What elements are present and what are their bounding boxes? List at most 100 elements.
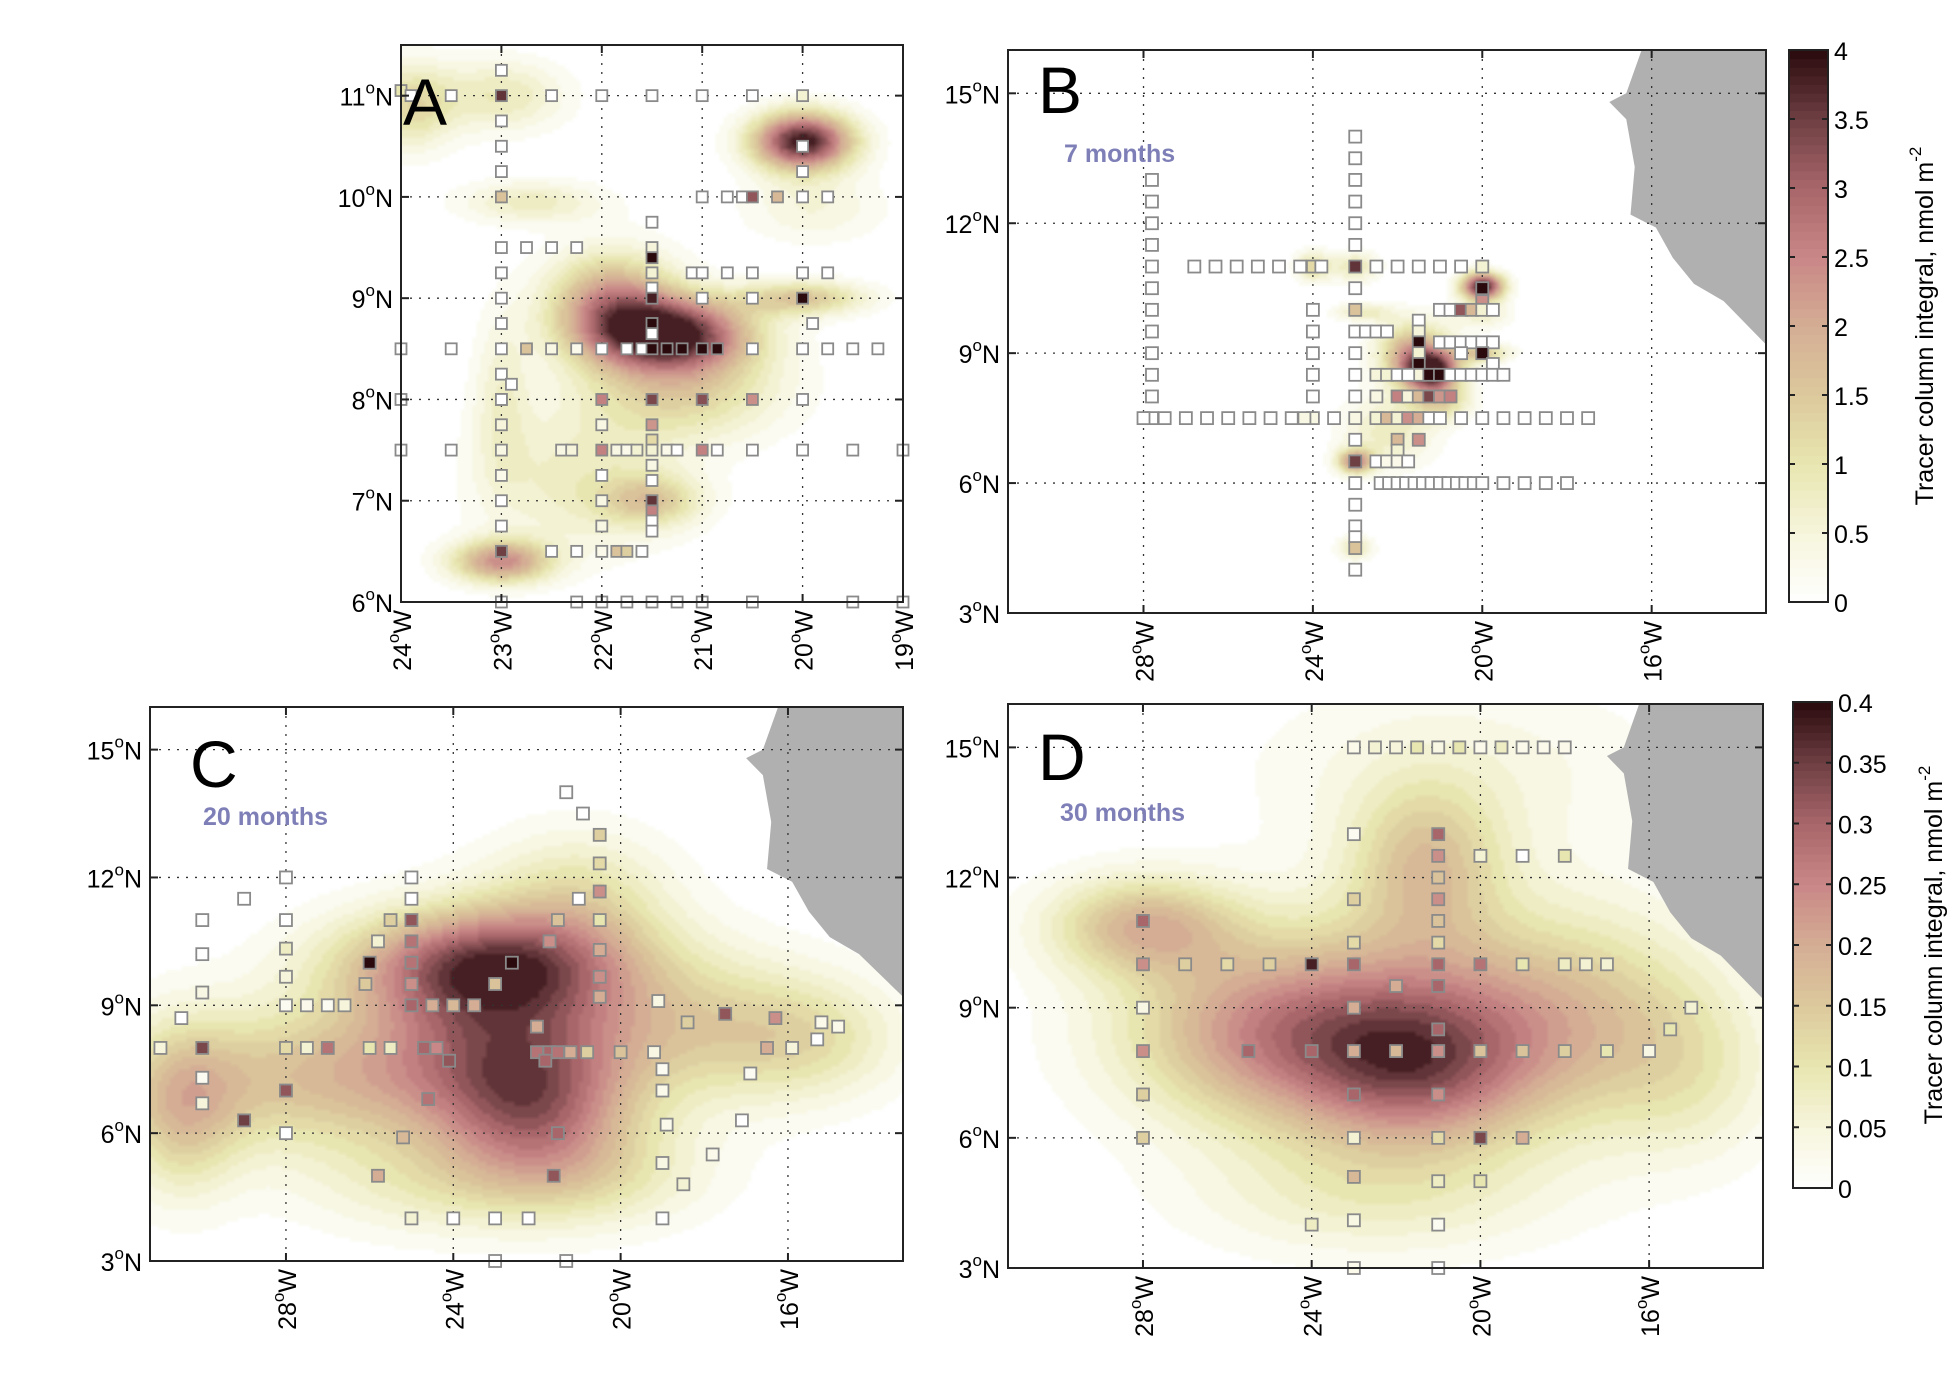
station-marker — [538, 1053, 553, 1068]
colorbar-segment — [1793, 907, 1832, 916]
colorbar-segment — [1789, 377, 1828, 387]
station-marker — [695, 291, 709, 305]
station-marker — [1390, 259, 1405, 274]
colorbar-tick-label: 0.1 — [1838, 1055, 1873, 1083]
station-marker — [1136, 411, 1151, 426]
colorbar-segment — [1789, 110, 1828, 120]
station-marker — [720, 190, 734, 204]
station-marker — [1136, 914, 1150, 928]
colorbar-segment — [1789, 300, 1828, 310]
station-marker — [695, 342, 709, 356]
colorbar-segment — [1789, 360, 1828, 370]
colorbar-segment — [1793, 990, 1832, 999]
x-tick-label: 20oW — [1463, 1276, 1496, 1337]
colorbar-tick-label: 0.4 — [1838, 690, 1873, 718]
x-tick-label: 21oW — [685, 610, 718, 671]
colorbar-segment — [1793, 884, 1832, 893]
station-marker — [1136, 1000, 1150, 1015]
y-tick-label: 6oN — [101, 1116, 142, 1149]
colorbar-segment — [1793, 732, 1832, 741]
colorbar-segment — [1789, 481, 1828, 491]
station-marker — [1475, 411, 1490, 426]
station-marker — [630, 443, 644, 457]
y-tick-label: 10oN — [338, 180, 393, 213]
station-marker — [1663, 1022, 1678, 1037]
colorbar-segment — [1793, 846, 1832, 855]
station-marker — [645, 215, 659, 229]
station-marker — [746, 89, 759, 103]
colorbar-segment — [1789, 558, 1828, 569]
station-marker — [570, 241, 584, 254]
station-marker — [1305, 324, 1320, 339]
station-marker — [620, 544, 634, 558]
station-marker — [1346, 827, 1361, 842]
colorbar-segment — [1793, 1043, 1832, 1052]
colorbar-segment — [1789, 162, 1828, 172]
station-marker — [1536, 740, 1551, 755]
station-marker — [153, 1041, 168, 1055]
y-tick-label: 9oN — [101, 988, 142, 1021]
colorbar-segment — [1789, 334, 1828, 344]
station-marker — [695, 89, 709, 103]
station-marker — [371, 1168, 385, 1183]
station-marker — [1346, 892, 1361, 907]
x-tick-label: 24oW — [1295, 1276, 1328, 1337]
station-marker — [645, 393, 659, 406]
colorbar-bottom: 0 0.05 0.1 0.15 0.2 0.25 0.3 0.35 0.4 Tracer colu… — [1792, 690, 1948, 1204]
station-marker — [846, 342, 860, 356]
station-marker — [1496, 367, 1511, 382]
station-marker — [1431, 1217, 1446, 1232]
station-marker — [570, 342, 584, 356]
x-tick-label: 16oW — [1632, 1276, 1665, 1337]
station-marker — [1348, 302, 1363, 317]
station-marker — [1538, 476, 1553, 490]
station-marker — [174, 1011, 189, 1025]
y-tick-label: 9oN — [959, 991, 1000, 1024]
colorbar-segment — [1789, 196, 1828, 206]
station-marker — [383, 913, 398, 927]
colorbar-segment — [1789, 438, 1828, 448]
colorbar-tick-label: 0.35 — [1838, 751, 1887, 779]
elapsed-time-label: 7 months — [1064, 140, 1175, 168]
colorbar-segment — [1789, 213, 1828, 224]
station-marker — [1145, 216, 1159, 231]
station-marker — [1145, 194, 1159, 209]
colorbar-segment — [1793, 1127, 1832, 1136]
station-marker — [645, 524, 659, 538]
station-marker — [846, 443, 860, 457]
station-marker — [1475, 346, 1490, 361]
station-marker — [1600, 1044, 1614, 1058]
station-marker — [1684, 1000, 1699, 1015]
station-marker — [659, 1117, 674, 1132]
station-marker — [1431, 892, 1446, 907]
station-marker — [592, 827, 607, 842]
x-tick-label: 16oW — [1635, 621, 1668, 682]
station-marker — [444, 89, 458, 103]
colorbar-segment — [1793, 717, 1832, 726]
station-marker — [1431, 870, 1446, 885]
station-marker — [550, 1045, 565, 1060]
station-marker — [195, 1070, 210, 1085]
colorbar-segment — [1789, 593, 1828, 603]
station-marker — [576, 806, 590, 821]
colorbar-segment — [1793, 838, 1832, 847]
station-marker — [1473, 1130, 1488, 1145]
colorbar-segment — [1789, 231, 1828, 241]
station-marker — [1145, 302, 1159, 317]
station-marker — [1305, 346, 1320, 361]
station-marker — [383, 1041, 398, 1055]
station-marker — [1348, 216, 1363, 231]
station-marker — [1250, 259, 1265, 274]
x-tick-label: 20oW — [604, 1269, 637, 1330]
station-marker — [1178, 411, 1193, 426]
panel-a: 6oN 7oN 8oN 9oN 10oN 11oN 24oW 23oW 22oW 21oW 20oW… — [338, 44, 919, 671]
station-marker — [1348, 562, 1363, 577]
colorbar-segment — [1793, 770, 1832, 779]
station-marker — [580, 1045, 595, 1060]
colorbar-tick-label: 0.5 — [1834, 521, 1869, 549]
station-marker — [1187, 259, 1202, 274]
station-marker — [494, 63, 508, 77]
station-marker — [195, 985, 210, 1000]
station-marker — [1346, 1169, 1361, 1184]
station-marker — [1221, 411, 1236, 426]
